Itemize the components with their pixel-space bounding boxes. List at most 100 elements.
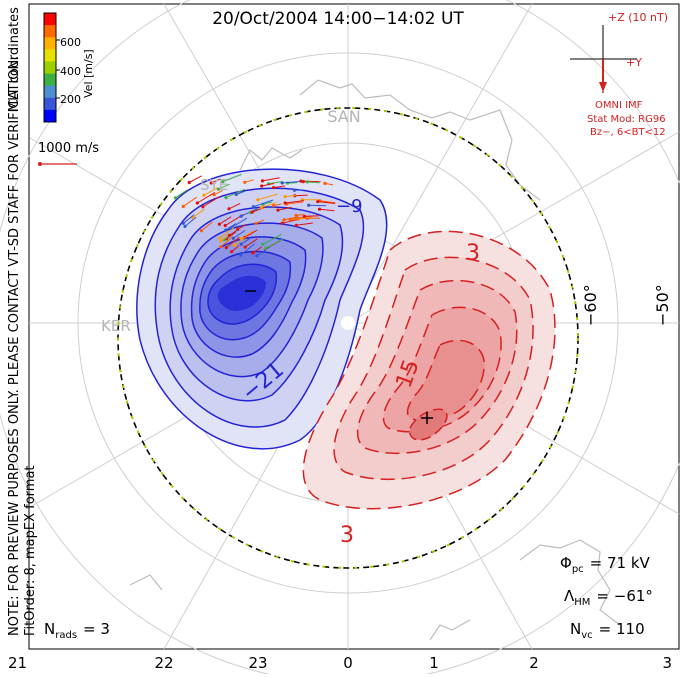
vector-origin [318,208,321,211]
imf-omni: OMNI IMF [595,100,643,111]
svg-text:Nvc= 110: Nvc= 110 [570,620,645,641]
vector-origin [240,215,243,218]
colorbar-swatch [44,86,56,99]
vector-origin [201,205,204,208]
vector-origin [224,224,227,227]
vector-origin [224,196,227,199]
velocity-vector [304,216,319,217]
preview-note: NOTE: FOR PREVIEW PURPOSES ONLY. PLEASE … [7,56,22,636]
pole-marker [341,316,355,330]
vector-origin [255,254,258,257]
vector-origin [230,250,233,253]
vector-origin [295,224,298,227]
vector-origin [235,193,238,196]
stats-nvc: Nvc= 110 [570,620,645,641]
vector-origin [302,180,305,183]
imf-stat-mod: Stat Mod: RG96 [587,114,666,125]
station-san: SAN [327,107,360,126]
vector-origin [284,201,287,204]
vector-origin [251,251,254,254]
vector-origin [303,215,306,218]
vector-origin [240,243,243,246]
vector-origin [261,243,264,246]
svg-text:1000 m/s: 1000 m/s [38,141,99,156]
mlt-tick-23: 23 [248,654,267,672]
fit-order-label: FitOrder: 8, mapEX format [23,465,38,636]
mlt-tick-2: 2 [529,654,539,672]
colorbar-label: Vel [m/s] [82,49,95,98]
vector-origin [284,195,287,198]
latitude-label-60: −60° [581,284,600,326]
vector-origin [183,225,186,228]
vector-origin [281,181,284,184]
vector-origin [252,205,255,208]
colorbar-swatch [44,25,56,38]
vector-origin [293,189,296,192]
vector-origin [228,234,231,237]
map-title: 20/Oct/2004 14:00−14:02 UT [212,9,464,29]
vector-origin [239,253,242,256]
vector-origin [251,211,254,214]
vector-origin [272,186,275,189]
vector-origin [243,181,246,184]
colorbar-tick-200: 200 [60,93,81,106]
imf-z-label: +Z (10 nT) [608,11,668,24]
colorbar-swatch [44,13,56,26]
contour-label-3-bottom: 3 [340,523,354,548]
vector-origin [188,181,191,184]
vector-origin [295,214,298,217]
colorbar-swatch [44,74,56,87]
vector-origin [260,184,263,187]
vector-origin [218,223,221,226]
mlt-tick-0: 0 [343,654,353,672]
mlt-tick-3: 3 [662,654,672,672]
vector-origin [196,201,199,204]
colorbar-tick-600: 600 [60,36,81,49]
vector-origin [182,205,185,208]
contour-label-3-top: 3 [466,241,480,266]
contour-label-neg9-top: −9 [336,196,363,217]
vector-origin [219,240,222,243]
imf-y-label: +Y [626,56,642,69]
velocity-vector [295,195,308,196]
vector-origin [261,179,264,182]
vector-origin [264,247,267,250]
vector-origin [218,236,221,239]
mlt-tick-1: 1 [429,654,439,672]
vector-origin [225,246,228,249]
vector-origin [283,218,286,221]
vector-origin [307,204,310,207]
vector-origin [244,246,247,249]
vector-origin [232,237,235,240]
velocity-vector [309,205,327,206]
vector-origin [323,182,326,185]
station-sye: SYE [200,176,228,194]
colorbar-swatch [44,61,56,74]
vector-origin [306,180,309,183]
vector-origin [202,194,205,197]
vector-origin [182,222,185,225]
colorbar-swatch [44,49,56,62]
vector-origin [281,222,284,225]
vector-origin [272,204,275,207]
vector-origin [276,209,279,212]
vector-origin [316,200,319,203]
vector-origin [255,222,258,225]
mlt-tick-21: 21 [8,654,27,672]
vector-origin [174,196,177,199]
vector-origin [256,198,259,201]
colorbar-swatch [44,37,56,50]
colorbar-swatch [44,98,56,111]
mlt-tick-22: 22 [154,654,173,672]
imf-bz: Bz−, 6<BT<12 [590,127,666,138]
station-ker: KER [101,317,131,335]
vector-origin [219,245,222,248]
latitude-label-50: −50° [653,284,672,326]
vector-origin [224,229,227,232]
vector-origin [233,244,236,247]
mlt-axis: 21 22 23 0 1 2 3 [8,654,672,672]
vector-origin [260,206,263,209]
vector-origin [289,218,292,221]
colorbar-swatch [44,110,56,123]
